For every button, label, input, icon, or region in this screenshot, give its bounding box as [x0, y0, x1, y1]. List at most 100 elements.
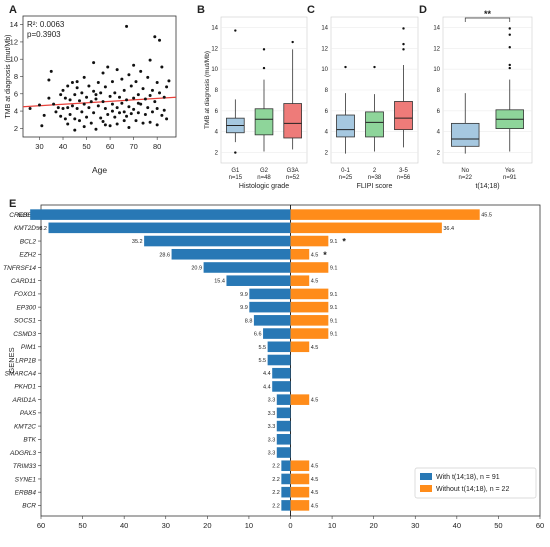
bar-without-t1418 [290, 460, 310, 472]
panel-label-b: B [197, 4, 205, 16]
scatter-point [141, 87, 145, 91]
bar-with-t1418 [226, 275, 291, 286]
x-axis-label: Histologic grade [239, 183, 289, 190]
bar-without-t1418 [290, 262, 329, 273]
scatter-point [89, 100, 93, 104]
bar-without-t1418 [290, 222, 442, 234]
scatter-point [52, 102, 56, 106]
outlier-point [508, 66, 511, 70]
bar-without-t1418 [290, 473, 310, 485]
bar-without-t1418 [290, 486, 310, 498]
y-tick-label: 8 [14, 72, 18, 81]
scatter-point [125, 98, 129, 102]
gene-label: PAX5 [20, 410, 37, 417]
panel-label-d: D [419, 4, 427, 16]
group-n-label: n=52 [286, 175, 300, 181]
y-tick-label: 10 [433, 67, 440, 73]
scatter-point [134, 80, 138, 84]
scatter-point [99, 91, 103, 95]
gene-label: KMT2C [14, 423, 36, 430]
gene-label: BTK [23, 437, 36, 444]
scatter-point [101, 119, 105, 123]
gene-label: BCL2 [20, 238, 37, 245]
scatter-point [73, 117, 77, 121]
scatter-point [118, 95, 122, 99]
scatter-point [115, 106, 119, 110]
scatter-point [132, 107, 136, 111]
gene-label: LRP1B [15, 357, 36, 364]
scatter-point [70, 81, 74, 85]
scatter-point [148, 58, 152, 62]
bar-without-t1418 [290, 209, 480, 220]
scatter-point [127, 105, 131, 109]
y-tick-label: 10 [10, 55, 18, 64]
scatter-point [59, 114, 63, 118]
bar-without-t1418 [290, 394, 310, 405]
bar-value-label: 9.1 [330, 239, 338, 245]
x-tick-label: 50 [82, 142, 90, 151]
scatter-point [122, 88, 126, 92]
scatter-point [139, 69, 143, 73]
bar-value-label: 4.5 [311, 477, 319, 483]
y-tick-label: 2 [437, 151, 441, 157]
group-label: G2 [260, 168, 269, 174]
bar-value-label: 4.4 [263, 384, 271, 390]
gene-label: TNFRSF14 [3, 265, 36, 272]
scatter-point [113, 115, 117, 119]
scatter-point [47, 78, 51, 82]
x-tick-label: 0 [288, 521, 292, 530]
y-tick-label: 2 [215, 151, 219, 157]
scatter-point [143, 113, 147, 117]
bar-value-label: 3.3 [268, 424, 276, 430]
scatter-point [129, 84, 133, 88]
scatter-point [66, 122, 70, 126]
group-label: No [461, 168, 469, 174]
gene-label: SYNE1 [15, 476, 37, 483]
scatter-point [42, 113, 46, 117]
bar-value-label: 9.9 [240, 292, 248, 298]
scatter-point [165, 85, 169, 89]
scatter-point [82, 102, 86, 106]
outlier-point [234, 151, 237, 154]
y-tick-label: 4 [325, 130, 329, 136]
bar-without-t1418 [290, 275, 310, 286]
outlier-point [234, 29, 237, 32]
scatter-point [136, 93, 140, 97]
group-label: 3-5 [399, 168, 408, 174]
scatter-point [94, 127, 98, 131]
outlier-point [508, 27, 511, 30]
bar-value-label: 9.1 [330, 332, 338, 338]
y-tick-label: 2 [325, 151, 329, 157]
bar-with-t1418 [272, 367, 291, 379]
scatter-point [136, 111, 140, 115]
gene-label: PKHD1 [14, 384, 36, 391]
scatter-point [146, 106, 150, 110]
scatter-point [103, 85, 107, 89]
gene-label: BCR [22, 503, 36, 510]
bar-without-t1418 [290, 235, 329, 247]
outlier-point [508, 46, 511, 49]
scatter-point [85, 115, 89, 119]
scatter-point [89, 121, 93, 125]
bar-value-label: 4.5 [311, 398, 319, 404]
scatter-point [80, 110, 84, 114]
scatter-point [77, 119, 81, 123]
group-label: G1 [231, 168, 240, 174]
scatter-point [92, 111, 96, 115]
bar-without-t1418 [290, 248, 310, 260]
outlier-point [262, 66, 266, 70]
bar-with-t1418 [267, 354, 291, 366]
y-tick-label: 8 [325, 88, 329, 94]
y-tick-label: 14 [433, 25, 440, 31]
bar-value-label: 2.2 [272, 464, 280, 470]
legend [414, 467, 537, 499]
r-squared-annotation: R²: 0.0063 [27, 20, 65, 29]
scatter-point [103, 123, 107, 127]
outlier-point [402, 48, 405, 51]
bar-value-label: 6.6 [254, 332, 262, 338]
y-tick-label: 4 [437, 130, 441, 136]
y-tick-label: 10 [211, 67, 218, 73]
bar-without-t1418 [290, 500, 310, 511]
